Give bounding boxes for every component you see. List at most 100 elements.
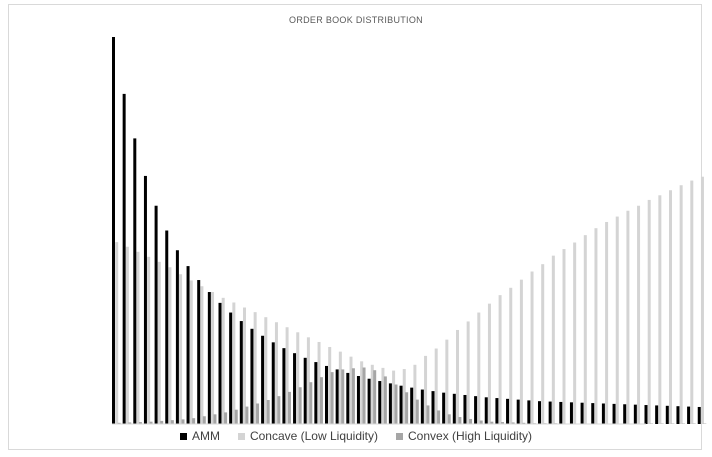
bar-convex-32 [458, 417, 462, 424]
legend-label-convex: Convex (High Liquidity) [408, 429, 533, 443]
bar-amm-4 [154, 205, 158, 424]
bar-concave-32 [456, 329, 459, 424]
bar-concave-40 [541, 264, 545, 424]
legend-item-concave: Concave (Low Liquidity) [237, 429, 378, 443]
bar-amm-5 [165, 230, 169, 424]
bar-convex-9 [213, 414, 217, 424]
bar-concave-10 [221, 297, 225, 424]
bar-concave-36 [498, 295, 502, 424]
bar-concave-12 [243, 307, 246, 424]
bar-amm-47 [612, 403, 616, 424]
bar-amm-40 [538, 401, 541, 424]
bar-amm-36 [495, 398, 499, 424]
bar-concave-20 [328, 346, 332, 424]
bar-convex-36 [501, 422, 504, 424]
bar-concave-46 [605, 221, 609, 424]
bar-concave-43 [573, 242, 577, 424]
bar-concave-19 [317, 341, 321, 424]
bar-amm-44 [580, 402, 584, 424]
bar-convex-11 [234, 409, 238, 424]
bar-convex-3 [149, 421, 153, 424]
bar-convex-13 [256, 403, 260, 424]
bar-concave-0 [115, 242, 119, 424]
bar-amm-3 [143, 175, 147, 424]
bar-convex-25 [383, 376, 387, 424]
legend-swatch-concave [237, 432, 245, 440]
bar-amm-19 [314, 362, 318, 424]
bar-amm-14 [261, 335, 265, 424]
bar-convex-6 [181, 419, 185, 424]
bar-amm-51 [655, 405, 659, 424]
bar-concave-8 [200, 286, 204, 424]
bar-convex-22 [351, 368, 355, 424]
bar-concave-29 [424, 355, 428, 424]
bar-amm-0 [112, 37, 115, 424]
bar-amm-24 [367, 378, 371, 424]
bar-concave-34 [477, 312, 481, 424]
bar-amm-48 [623, 404, 627, 424]
bar-convex-28 [415, 399, 419, 424]
bar-amm-34 [474, 396, 478, 424]
bar-concave-31 [445, 339, 449, 424]
bar-convex-1 [128, 422, 132, 424]
bar-concave-44 [583, 235, 587, 424]
bar-amm-38 [516, 399, 520, 424]
bar-concave-50 [647, 199, 651, 424]
bar-concave-35 [487, 303, 491, 424]
bar-amm-20 [325, 365, 328, 424]
bar-amm-23 [356, 376, 360, 424]
bar-concave-22 [349, 356, 353, 424]
bar-concave-3 [147, 256, 151, 424]
bar-amm-12 [239, 321, 243, 424]
bar-concave-23 [360, 361, 364, 424]
bar-concave-21 [338, 351, 342, 424]
bar-amm-29 [420, 389, 424, 424]
bar-convex-20 [330, 372, 334, 424]
bar-convex-31 [447, 414, 451, 424]
bar-convex-18 [309, 382, 313, 424]
bar-convex-4 [160, 420, 164, 424]
bar-amm-21 [335, 369, 339, 424]
bar-concave-14 [264, 317, 268, 424]
bar-amm-15 [271, 342, 275, 424]
bar-amm-50 [644, 405, 648, 424]
bar-concave-25 [381, 367, 385, 424]
bar-convex-37 [511, 422, 515, 424]
bar-amm-27 [399, 385, 403, 424]
legend-label-concave: Concave (Low Liquidity) [249, 429, 378, 443]
bar-concave-48 [626, 210, 630, 424]
chart-title: ORDER BOOK DISTRIBUTION [289, 15, 423, 25]
bar-concave-49 [637, 205, 641, 424]
bar-amm-7 [186, 266, 190, 424]
bar-concave-6 [179, 274, 183, 424]
bar-amm-28 [410, 387, 414, 424]
bar-convex-34 [479, 420, 483, 424]
bar-amm-10 [218, 302, 222, 424]
bar-amm-55 [697, 406, 701, 424]
bar-concave-47 [615, 216, 619, 424]
bar-concave-42 [562, 249, 566, 424]
bar-amm-32 [452, 393, 456, 424]
bar-concave-53 [679, 185, 683, 424]
bar-amm-54 [687, 406, 691, 424]
bar-convex-30 [437, 410, 441, 424]
legend: AMM Concave (Low Liquidity) Convex (High… [0, 429, 712, 443]
bar-convex-24 [373, 370, 377, 424]
bar-amm-8 [197, 280, 201, 424]
bar-amm-43 [569, 402, 573, 424]
bar-concave-37 [509, 287, 513, 424]
bar-convex-17 [298, 387, 302, 425]
bar-amm-6 [175, 250, 179, 424]
bar-convex-21 [341, 369, 345, 424]
bar-concave-7 [189, 280, 193, 424]
bar-concave-11 [232, 302, 236, 424]
bar-concave-33 [466, 321, 470, 424]
legend-swatch-convex [396, 432, 403, 440]
bar-concave-38 [519, 279, 523, 424]
bar-amm-17 [293, 353, 297, 424]
bar-amm-9 [207, 292, 211, 424]
bar-concave-4 [157, 261, 161, 424]
bar-amm-37 [506, 398, 510, 425]
bar-concave-45 [594, 228, 598, 424]
